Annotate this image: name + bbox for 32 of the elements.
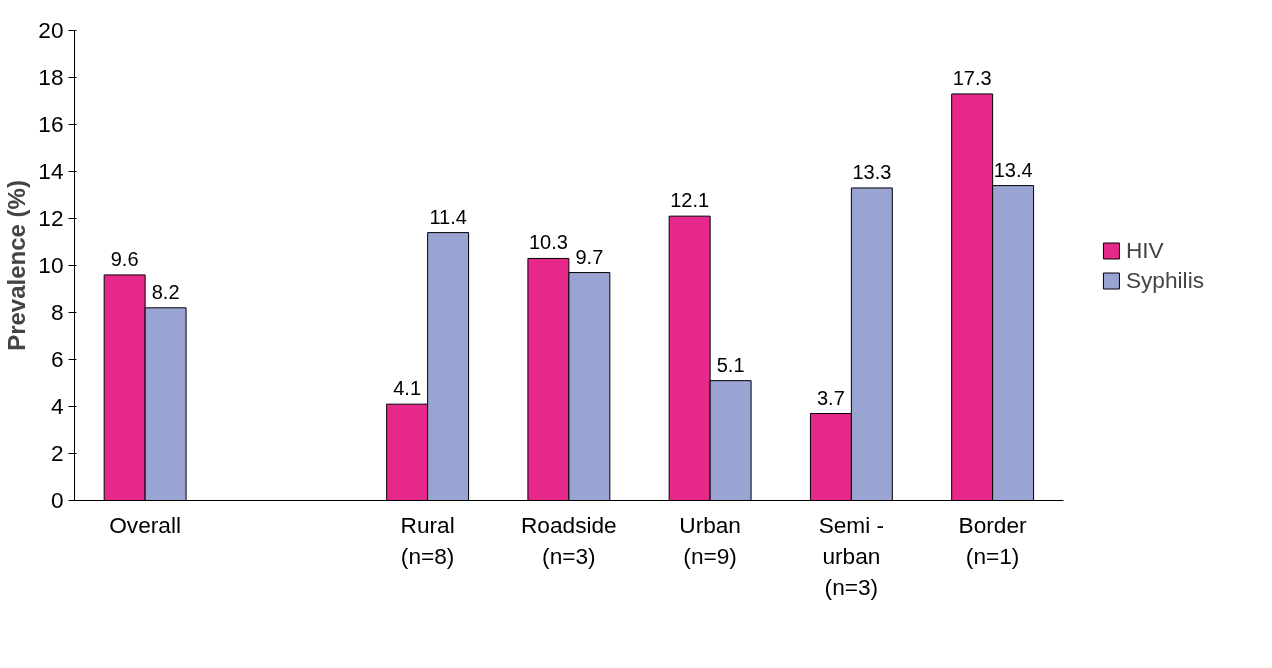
data-label: 13.3 — [852, 160, 892, 183]
data-label: 13.4 — [993, 158, 1033, 181]
y-tick-label: 12 — [38, 205, 64, 231]
x-tick-label: Roadside (n=3) — [521, 511, 617, 569]
x-tick-label: Urban (n=9) — [679, 511, 741, 569]
y-tick-label: 14 — [38, 158, 64, 184]
data-label: 3.7 — [816, 386, 845, 409]
data-label: 12.1 — [670, 189, 710, 212]
data-label: 5.1 — [716, 353, 745, 376]
data-label: 9.7 — [575, 245, 604, 268]
y-tick-label: 16 — [38, 111, 64, 137]
data-label: 4.1 — [393, 377, 422, 400]
legend-label: HIV — [1125, 236, 1164, 264]
data-label: 11.4 — [429, 205, 467, 228]
y-tick-label: 10 — [38, 252, 64, 278]
legend-label: Syphilis — [1125, 266, 1204, 294]
x-tick-label: Semi - urban (n=3) — [818, 511, 885, 600]
data-label: 8.2 — [151, 280, 180, 303]
y-tick-label: 4 — [50, 393, 64, 419]
y-tick-label: 6 — [50, 346, 64, 372]
data-label: 10.3 — [528, 231, 568, 254]
x-tick-label: Rural (n=8) — [400, 511, 455, 569]
y-tick-label: 20 — [38, 17, 64, 43]
data-label: 17.3 — [952, 66, 992, 89]
data-label: 9.6 — [110, 247, 139, 270]
y-tick-label: 0 — [50, 487, 64, 513]
y-tick-label: 8 — [50, 299, 64, 325]
x-tick-label: Overall — [109, 511, 182, 538]
x-tick-label: Border (n=1) — [958, 511, 1028, 569]
y-axis-title: Prevalence (%) — [3, 180, 31, 351]
y-tick-label: 2 — [50, 440, 64, 466]
y-tick-label: 18 — [38, 64, 64, 90]
